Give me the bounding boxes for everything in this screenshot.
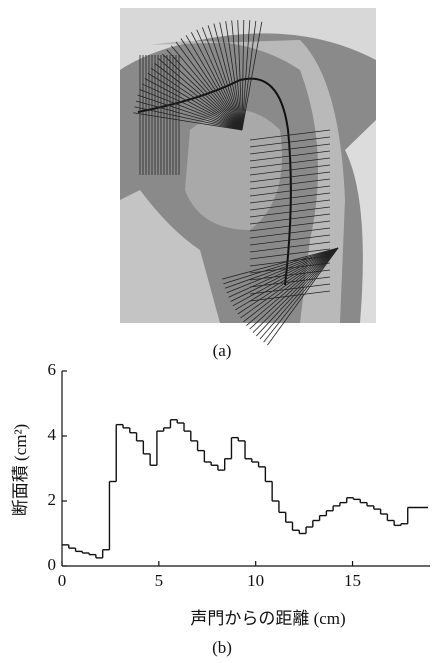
figure: (a) 0 2 4 6 0 5 10 15 声門からの距離 (cm) 断面積 (cm²) (b… — [0, 0, 444, 663]
y-tick-label: 0 — [48, 555, 57, 574]
panel-label: (a) — [213, 341, 232, 360]
x-tick-label: 5 — [155, 571, 164, 590]
x-tick-label: 10 — [247, 571, 264, 590]
x-tick-label: 0 — [58, 571, 67, 590]
y-tick-label: 4 — [48, 425, 57, 444]
panel-label: (b) — [212, 638, 232, 657]
mri-image — [120, 8, 376, 345]
plot: 0 2 4 6 0 5 10 15 — [48, 360, 431, 590]
y-axis-label: 断面積 (cm²) — [11, 424, 30, 516]
y-tick-label: 6 — [48, 360, 57, 379]
x-tick-label: 15 — [344, 571, 361, 590]
x-axis-label: 声門からの距離 (cm) — [190, 609, 345, 628]
page: {"chart_data": {"type": "step", "panel_a… — [0, 0, 444, 663]
y-tick-label: 2 — [48, 490, 57, 509]
